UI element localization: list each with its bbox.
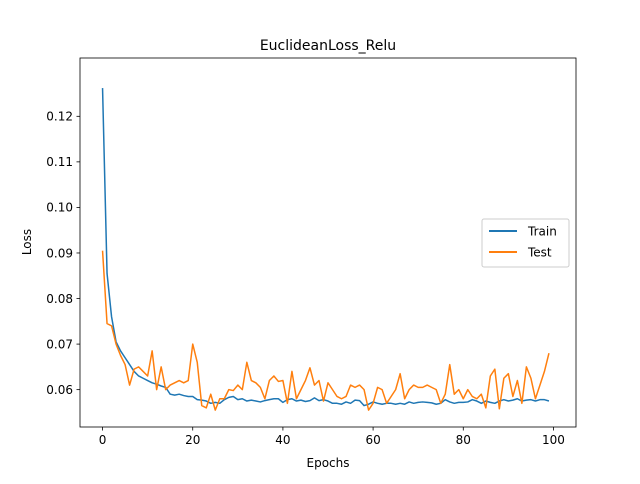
y-axis-label: Loss bbox=[20, 229, 34, 255]
y-tick-label: 0.09 bbox=[46, 246, 73, 260]
y-tick-label: 0.10 bbox=[46, 201, 73, 215]
x-axis-label: Epochs bbox=[307, 456, 350, 470]
y-tick-label: 0.08 bbox=[46, 292, 73, 306]
y-tick-label: 0.07 bbox=[46, 337, 73, 351]
y-tick-label: 0.12 bbox=[46, 110, 73, 124]
x-axis-ticks: 0 20 40 60 80 100 bbox=[99, 427, 565, 447]
series-line-test bbox=[101, 250, 550, 411]
chart-title: EuclideanLoss_Relu bbox=[260, 38, 396, 54]
x-tick-label: 0 bbox=[99, 433, 107, 447]
x-tick-label: 20 bbox=[185, 433, 200, 447]
x-tick-label: 60 bbox=[365, 433, 380, 447]
x-tick-label: 80 bbox=[456, 433, 471, 447]
y-tick-label: 0.11 bbox=[46, 155, 73, 169]
y-axis-ticks: 0.06 0.07 0.08 0.09 0.10 0.11 0.12 bbox=[46, 110, 80, 397]
legend-label-test: Test bbox=[527, 246, 552, 260]
x-tick-label: 100 bbox=[542, 433, 565, 447]
x-tick-label: 40 bbox=[275, 433, 290, 447]
plot-lines bbox=[101, 88, 550, 411]
plot-area-frame bbox=[79, 57, 577, 428]
series-line-train bbox=[101, 88, 550, 407]
legend-label-train: Train bbox=[527, 225, 557, 239]
legend: Train Test bbox=[481, 218, 570, 268]
y-tick-label: 0.06 bbox=[46, 383, 73, 397]
